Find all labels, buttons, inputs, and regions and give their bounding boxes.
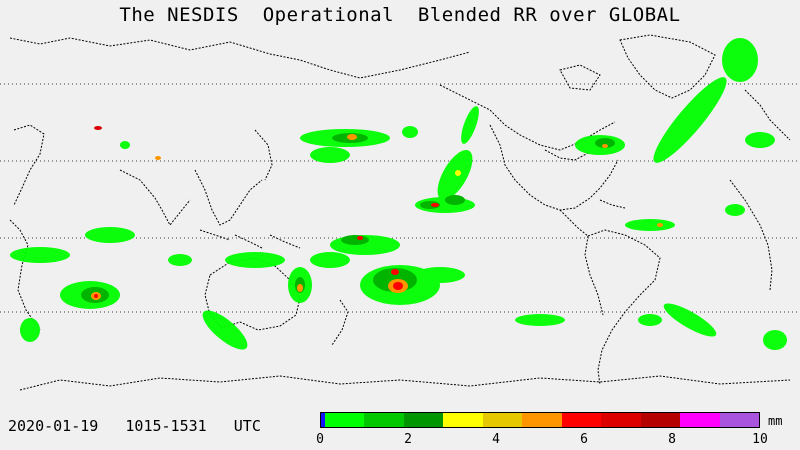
color-scale-segment: [601, 413, 641, 427]
gridlines: [0, 83, 800, 313]
color-scale-unit: mm: [768, 414, 783, 428]
color-scale-segment: [325, 413, 365, 427]
color-scale-tick-label: 10: [752, 432, 768, 447]
coastlines: [9, 34, 791, 391]
color-scale-segment: [443, 413, 483, 427]
color-scale-tick-label: 6: [580, 432, 588, 447]
color-scale-bar: [320, 412, 760, 428]
color-scale-tick-label: 0: [316, 432, 324, 447]
color-scale-segment: [321, 413, 325, 427]
color-scale-segment: [561, 413, 602, 427]
color-scale-segment: [640, 413, 681, 427]
color-scale-segment: [522, 413, 562, 427]
precipitation-map: [0, 34, 800, 391]
map-title: The NESDIS Operational Blended RR over G…: [119, 4, 681, 26]
color-scale-tick-label: 8: [668, 432, 676, 447]
color-scale-tick-label: 4: [492, 432, 500, 447]
color-scale-segment: [364, 413, 404, 427]
precipitation-light: [10, 38, 787, 350]
color-scale-segment: [719, 413, 759, 427]
color-scale-segment: [680, 413, 720, 427]
color-scale-segment: [482, 413, 523, 427]
precipitation-heavy: [91, 126, 663, 300]
date-time-label: 2020-01-19 1015-1531 UTC: [8, 417, 261, 435]
color-scale-segment: [403, 413, 444, 427]
precipitation-moderate: [81, 133, 615, 303]
color-scale-tick-label: 2: [404, 432, 412, 447]
